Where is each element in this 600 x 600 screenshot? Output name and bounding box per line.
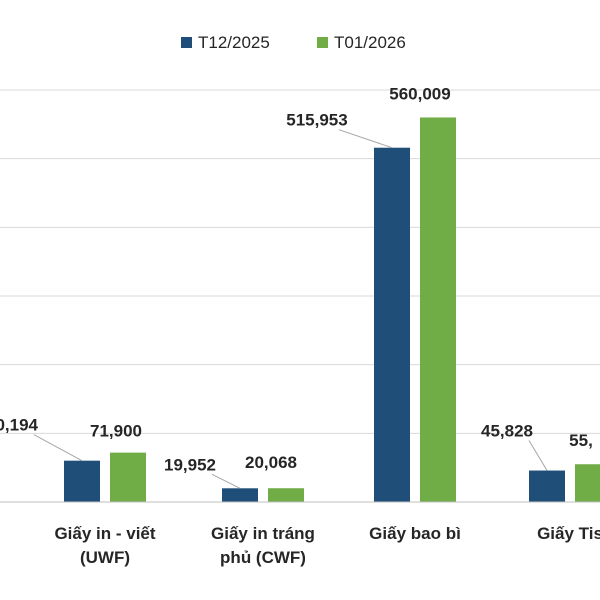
bar-T01-2026-2 <box>420 117 456 503</box>
gridlines <box>0 89 600 434</box>
data-label: 45,828 <box>481 422 533 441</box>
data-label: 60,194 <box>0 416 39 435</box>
legend-swatch-t12-2025 <box>181 37 192 48</box>
data-label: 560,009 <box>389 84 450 103</box>
data-label: 515,953 <box>286 111 347 130</box>
data-labels: 60,194 19,952 515,953 45,828 71,900 20,068 560… <box>0 84 593 474</box>
bar-T12-2025-3 <box>529 470 565 502</box>
data-label: 55, <box>569 431 593 450</box>
x-tick-label: Giấy in tráng phủ (CWF) <box>211 524 315 567</box>
data-label: 20,068 <box>245 453 297 472</box>
data-label: 19,952 <box>164 455 216 474</box>
x-tick-labels: Giấy in - viết (UWF) Giấy in tráng phủ (CWF… <box>54 524 600 567</box>
legend-swatch-t01-2026 <box>317 37 328 48</box>
x-tick-label: Giấy Tis <box>537 524 600 543</box>
bar-T12-2025-0 <box>64 460 100 502</box>
legend-label-t12-2025: T12/2025 <box>198 33 270 52</box>
bars <box>64 117 600 503</box>
bar-T01-2026-0 <box>110 452 146 502</box>
legend-label-t01-2026: T01/2026 <box>334 33 406 52</box>
leader-line <box>338 129 393 149</box>
leader-line <box>211 473 241 489</box>
leader-line <box>33 434 83 462</box>
bar-T01-2026-3 <box>575 464 600 502</box>
bar-T12-2025-2 <box>374 147 410 502</box>
leader-lines <box>33 129 548 489</box>
leader-line <box>528 440 548 471</box>
bar-T12-2025-1 <box>222 488 258 502</box>
data-label: 71,900 <box>90 422 142 441</box>
x-tick-label: Giấy in - viết (UWF) <box>54 524 155 567</box>
x-tick-label: Giấy bao bì <box>369 524 461 543</box>
bar-T01-2026-1 <box>268 488 304 502</box>
legend: T12/2025 T01/2026 <box>181 33 406 52</box>
